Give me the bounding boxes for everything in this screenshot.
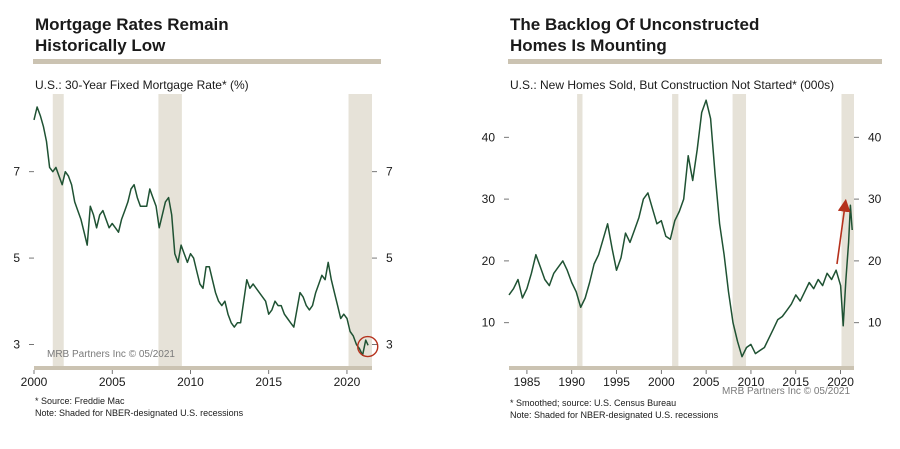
recession-shade [348, 94, 372, 366]
x-axis-bar [34, 366, 372, 370]
x-axis-bar [509, 366, 854, 370]
y-tick-label: 40 [482, 130, 496, 144]
recession-shade [158, 94, 182, 366]
chart-subtitle: U.S.: 30-Year Fixed Mortgage Rate* (%) [35, 78, 249, 92]
x-tick-label: 1995 [603, 375, 630, 389]
series-line [33, 106, 369, 356]
footnote-source: * Source: Freddie Mac [35, 396, 125, 406]
y-tick-label: 7 [386, 165, 393, 179]
chart-title-line-2: Historically Low [35, 36, 166, 55]
credit-label: MRB Partners Inc © 05/2021 [722, 386, 850, 397]
x-tick-label: 1990 [558, 375, 585, 389]
chart-title-line-1: The Backlog Of Unconstructed [510, 15, 760, 34]
title-rule [508, 59, 882, 64]
x-tick-label: 1985 [514, 375, 541, 389]
credit-label: MRB Partners Inc © 05/2021 [47, 349, 175, 360]
x-tick-label: 2020 [827, 375, 854, 389]
x-tick-label: 2000 [648, 375, 675, 389]
x-tick-label: 2010 [738, 375, 765, 389]
y-tick-label: 30 [482, 192, 496, 206]
x-tick-label: 2015 [782, 375, 809, 389]
footnote-note: Note: Shaded for NBER-designated U.S. re… [510, 410, 719, 420]
x-tick-label: 2015 [255, 375, 282, 389]
recession-shade [52, 94, 64, 366]
highlight-circle [357, 335, 379, 358]
x-tick-label: 2010 [177, 375, 204, 389]
y-tick-label: 3 [386, 337, 393, 351]
y-tick-label: 7 [13, 165, 20, 179]
y-tick-label: 20 [868, 254, 882, 268]
footnote-source: * Smoothed; source: U.S. Census Bureau [510, 398, 677, 408]
recession-shade [672, 94, 679, 366]
chart-title-line-1: Mortgage Rates Remain [35, 15, 229, 34]
y-tick-label: 10 [868, 316, 882, 330]
title-rule [33, 59, 381, 64]
chart-subtitle: U.S.: New Homes Sold, But Construction N… [510, 78, 835, 92]
footnote-note: Note: Shaded for NBER-designated U.S. re… [35, 408, 244, 418]
chart-title-line-2: Homes Is Mounting [510, 36, 667, 55]
y-tick-label: 10 [482, 316, 496, 330]
x-tick-label: 2020 [334, 375, 361, 389]
chart-title: Mortgage Rates Remain Historically Low [35, 14, 229, 56]
recession-shade [577, 94, 583, 366]
y-tick-label: 40 [868, 130, 882, 144]
y-tick-label: 20 [482, 254, 496, 268]
chart-panel-mortgage: Mortgage Rates Remain Historically Low U… [13, 14, 393, 418]
y-tick-label: 30 [868, 192, 882, 206]
mortgage-rate-chart: 3 3 5 5 7 7 2000 2005 2010 2015 2020 MRB Partners I… [13, 94, 393, 389]
chart-panel-backlog: The Backlog Of Unconstructed Homes Is Mo… [450, 0, 900, 449]
x-tick-label: 2005 [693, 375, 720, 389]
x-tick-label: 2000 [21, 375, 48, 389]
recession-shade [732, 94, 747, 366]
series-line [508, 99, 853, 358]
chart-title: The Backlog Of Unconstructed Homes Is Mo… [510, 14, 759, 56]
y-tick-label: 5 [13, 251, 20, 265]
y-tick-label: 3 [13, 337, 20, 351]
y-tick-label: 5 [386, 251, 393, 265]
x-tick-label: 2005 [99, 375, 126, 389]
trend-arrow [836, 198, 851, 265]
